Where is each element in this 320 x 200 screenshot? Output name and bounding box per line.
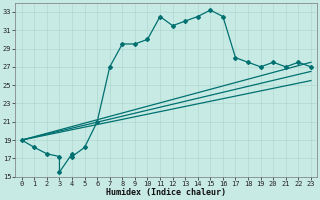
X-axis label: Humidex (Indice chaleur): Humidex (Indice chaleur)	[106, 188, 226, 197]
